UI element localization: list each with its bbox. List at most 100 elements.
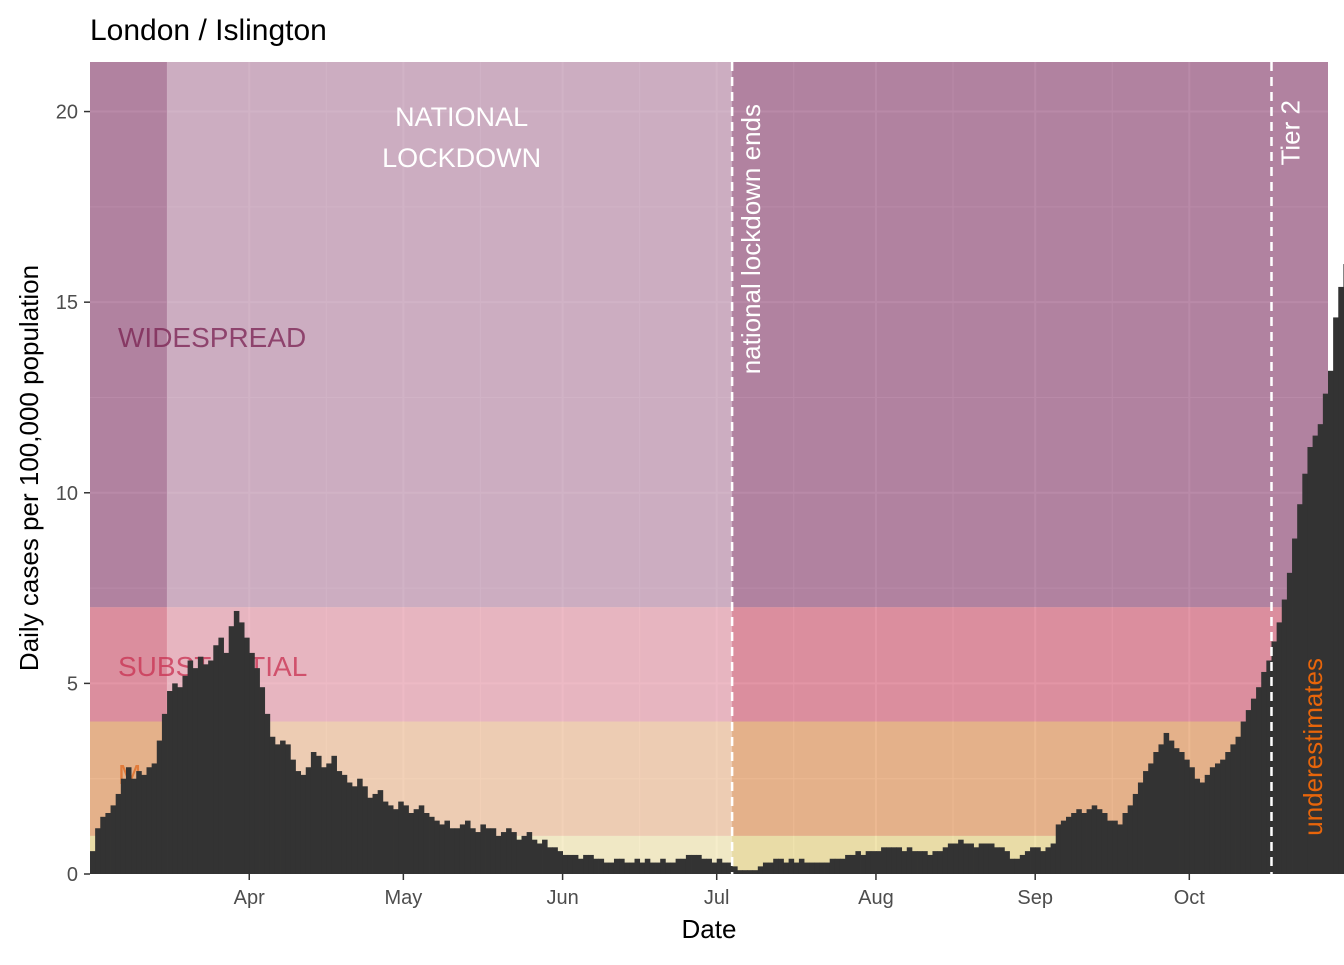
bar <box>901 851 908 874</box>
bar <box>141 774 147 874</box>
bar <box>1101 813 1108 874</box>
bar <box>521 835 528 874</box>
bar <box>1266 660 1272 874</box>
bar <box>1333 317 1339 874</box>
bar <box>316 755 322 874</box>
bar <box>988 843 995 874</box>
bar <box>495 835 502 874</box>
bar <box>788 858 795 874</box>
bar <box>1107 820 1113 874</box>
bar <box>1076 809 1082 874</box>
bar <box>1086 809 1093 874</box>
alert-band <box>90 62 1328 608</box>
bar <box>557 851 563 874</box>
bar <box>603 862 610 874</box>
bar <box>1132 793 1139 874</box>
x-tick-label: Sep <box>1017 887 1053 909</box>
bar <box>562 854 569 874</box>
bar <box>552 847 558 874</box>
bar <box>362 786 368 874</box>
bar <box>619 858 625 874</box>
bar <box>1245 710 1252 874</box>
bar <box>927 854 933 874</box>
bar <box>423 813 430 874</box>
bar <box>110 805 117 874</box>
bar <box>793 862 800 874</box>
bar <box>1030 847 1036 874</box>
bar <box>310 752 317 874</box>
bar <box>1163 732 1170 874</box>
bar <box>701 858 707 874</box>
bar <box>264 713 271 874</box>
bar <box>300 774 307 874</box>
bar <box>680 858 687 874</box>
bar <box>665 862 671 874</box>
bar <box>644 858 651 874</box>
bar <box>685 854 692 874</box>
bar <box>398 801 404 874</box>
bar <box>393 809 399 874</box>
bar <box>947 843 954 874</box>
bar <box>485 828 492 874</box>
bar <box>1225 752 1231 874</box>
bar <box>578 858 584 874</box>
event-label: Tier 2 <box>1275 100 1305 166</box>
bar <box>475 832 481 874</box>
y-tick-label: 10 <box>56 483 78 505</box>
bar <box>213 645 219 874</box>
bar <box>331 755 337 874</box>
bar <box>454 828 461 874</box>
bar <box>1168 740 1175 874</box>
bar <box>1148 763 1154 874</box>
bar <box>387 805 394 874</box>
bar <box>804 862 810 874</box>
bar <box>357 778 363 874</box>
bar <box>737 870 743 874</box>
bar <box>233 610 240 874</box>
bar <box>1271 641 1278 874</box>
x-tick-label: Aug <box>858 887 894 909</box>
bar <box>161 713 168 874</box>
bar <box>978 843 985 874</box>
bar <box>1240 721 1247 874</box>
bar <box>798 858 805 874</box>
bar <box>536 843 543 874</box>
bar <box>187 660 194 874</box>
bar <box>531 839 538 874</box>
y-tick-label: 5 <box>67 673 78 695</box>
bar <box>608 862 615 874</box>
bar <box>146 767 153 874</box>
bar <box>1256 687 1262 874</box>
bar <box>875 851 882 874</box>
bar <box>768 862 774 874</box>
bar <box>1179 752 1185 874</box>
bar <box>305 767 312 874</box>
bar <box>413 809 420 874</box>
bar <box>999 847 1005 874</box>
bar <box>367 797 373 874</box>
bar <box>464 820 471 874</box>
bar <box>1220 759 1226 874</box>
bar <box>1230 744 1236 874</box>
bar <box>1004 851 1010 874</box>
bar <box>439 824 445 874</box>
bar <box>834 858 841 874</box>
bar <box>295 771 302 874</box>
bar <box>1322 393 1329 874</box>
bar <box>346 782 353 874</box>
bar <box>516 839 522 874</box>
bar <box>942 847 949 874</box>
bar <box>1292 538 1298 874</box>
lockdown-label-line2: LOCKDOWN <box>382 143 541 173</box>
bar <box>572 854 579 874</box>
bar <box>90 851 96 874</box>
bar <box>1204 774 1211 874</box>
bar <box>917 851 923 874</box>
bar <box>372 793 379 874</box>
bar <box>434 820 440 874</box>
bar <box>182 675 189 874</box>
bar <box>881 847 887 874</box>
bar <box>172 683 178 874</box>
bar <box>824 862 831 874</box>
bar <box>588 854 594 874</box>
